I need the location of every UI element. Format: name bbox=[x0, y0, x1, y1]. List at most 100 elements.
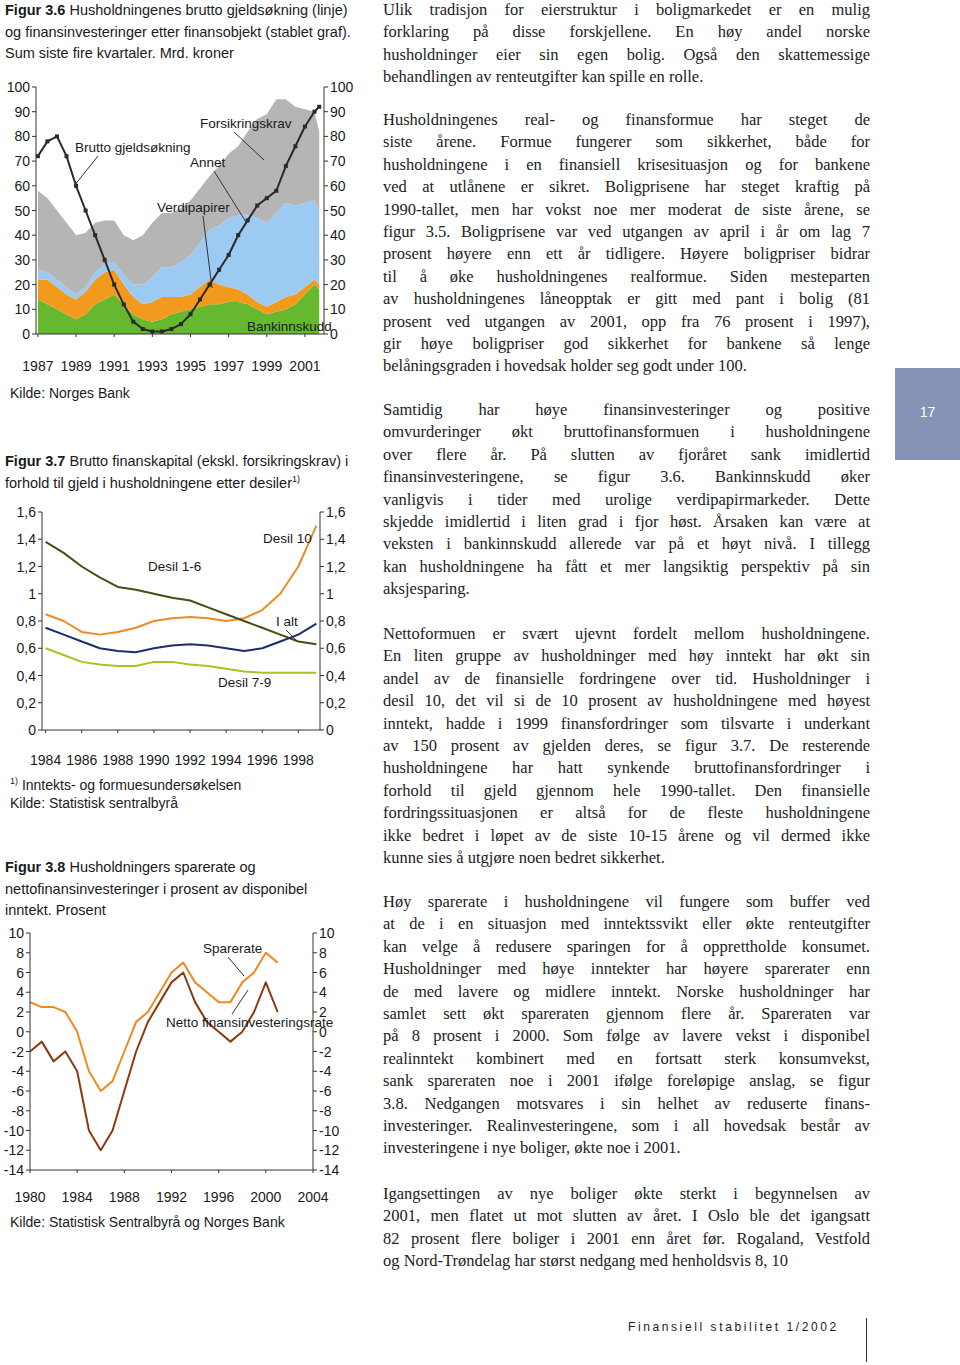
leader-line bbox=[203, 216, 212, 288]
tick-right bbox=[324, 259, 328, 260]
x-tick-label: 2000 bbox=[250, 1189, 281, 1205]
y-tick-label-right: 90 bbox=[330, 104, 346, 120]
y-tick-label-right: 60 bbox=[330, 178, 346, 194]
series-line bbox=[46, 526, 317, 635]
y-tick-label: 30 bbox=[14, 252, 30, 268]
tick-left bbox=[32, 87, 36, 88]
y-tick-label-right: -10 bbox=[319, 1123, 339, 1139]
tick-right bbox=[320, 648, 324, 649]
text-line: sank spareraten noe i 2001 ifølge forelø… bbox=[383, 1070, 870, 1092]
y-tick-label-right: 0,4 bbox=[326, 668, 346, 684]
tick-left bbox=[26, 1130, 30, 1131]
text-line: andel av de finansielle fordringene over… bbox=[383, 668, 870, 690]
series-line bbox=[38, 107, 319, 332]
chart: 000,20,20,40,40,60,60,80,8111,21,21,41,4… bbox=[17, 504, 346, 768]
y-tick-label: 0,2 bbox=[17, 695, 37, 711]
y-tick-label: 20 bbox=[14, 277, 30, 293]
marker bbox=[45, 139, 49, 143]
text-line: 1990-tallet, men har vokst noe mer moder… bbox=[383, 199, 870, 221]
tick-left bbox=[38, 621, 42, 622]
marker bbox=[122, 302, 126, 306]
chart: -14-14-12-12-10-10-8-8-6-6-4-4-2-2002244… bbox=[4, 925, 340, 1205]
text-line: siste årene. Formue fungerer som sikkerh… bbox=[383, 131, 870, 153]
tick-left bbox=[38, 730, 42, 731]
text-line: av 150 prosent av gjelden deres, se figu… bbox=[383, 735, 870, 757]
y-tick-label: 80 bbox=[14, 128, 30, 144]
y-tick-label-right: 80 bbox=[330, 128, 346, 144]
page: 0010102020303040405050606070708080909010… bbox=[0, 0, 960, 1365]
tick-bottom bbox=[37, 334, 38, 337]
tick-bottom bbox=[298, 730, 299, 733]
tick-left bbox=[32, 309, 36, 310]
tick-bottom bbox=[226, 730, 227, 733]
text-line: Husholdningenes real- og finansformue ha… bbox=[383, 109, 870, 131]
y-tick-label-right: 40 bbox=[330, 227, 346, 243]
series-label: Forsikringskrav bbox=[200, 116, 292, 131]
source: Kilde: Statistisk Sentralbyrå og Norges … bbox=[10, 1213, 285, 1231]
axis-bottom bbox=[42, 730, 320, 731]
y-tick-label-right: 0,6 bbox=[326, 640, 346, 656]
source: Kilde: Norges Bank bbox=[10, 384, 130, 402]
series-label: Bankinnskudd bbox=[247, 319, 332, 334]
marker bbox=[103, 258, 107, 262]
tick-bottom bbox=[304, 334, 305, 337]
tick-right bbox=[313, 972, 317, 973]
text-line: samlet sett økt spareraten gjennom flere… bbox=[383, 1003, 870, 1025]
text-line: prosent høyere enn ett år tidligere. Høy… bbox=[383, 243, 870, 265]
y-tick-label-right: 8 bbox=[319, 945, 327, 961]
y-tick-label: 4 bbox=[16, 984, 24, 1000]
x-tick-label: 1987 bbox=[22, 358, 53, 374]
leader-line bbox=[214, 171, 246, 222]
tick-right bbox=[320, 702, 324, 703]
tick-right bbox=[313, 992, 317, 993]
tick-right bbox=[320, 621, 324, 622]
footnote-marker: 1) bbox=[10, 776, 18, 786]
y-tick-label: -12 bbox=[4, 1142, 24, 1158]
tick-left bbox=[26, 952, 30, 953]
figure-title: Figur 3.7 Brutto finanskapital (ekskl. f… bbox=[5, 451, 357, 494]
tick-right bbox=[313, 1012, 317, 1013]
text-line: 82 prosent flere boliger i 2001 enn året… bbox=[383, 1228, 870, 1250]
x-tick-label: 2001 bbox=[289, 358, 320, 374]
tick-left bbox=[38, 675, 42, 676]
y-tick-label: 0 bbox=[22, 326, 30, 342]
marker bbox=[93, 233, 97, 237]
leader-line bbox=[74, 156, 98, 186]
tick-left bbox=[26, 992, 30, 993]
tick-right bbox=[324, 161, 328, 162]
marker bbox=[84, 209, 88, 213]
y-tick-label: 0,8 bbox=[17, 613, 37, 629]
marker bbox=[150, 330, 154, 334]
tick-bottom bbox=[117, 730, 118, 733]
plot-area bbox=[30, 953, 278, 1151]
y-tick-label: -8 bbox=[12, 1103, 25, 1119]
y-tick-label: 0 bbox=[28, 722, 36, 738]
y-tick-label: 50 bbox=[14, 203, 30, 219]
tick-bottom bbox=[228, 334, 229, 337]
text-line: ikke bedret i løpet av de siste 10-15 år… bbox=[383, 825, 870, 847]
footer: Finansiell stabilitet 1/2002 bbox=[628, 1320, 839, 1334]
tick-right bbox=[313, 1110, 317, 1111]
series-label: Desil 7-9 bbox=[218, 675, 271, 690]
marker bbox=[188, 312, 192, 316]
y-tick-label: 10 bbox=[14, 301, 30, 317]
x-tick-label: 1996 bbox=[203, 1189, 234, 1205]
y-tick-label: 0,6 bbox=[17, 640, 37, 656]
series-label: Annet bbox=[190, 155, 226, 170]
tick-right bbox=[313, 933, 317, 934]
y-tick-label-right: -2 bbox=[319, 1044, 332, 1060]
tick-right bbox=[324, 136, 328, 137]
text-line: over flere år. På slutten av fjoråret sa… bbox=[383, 444, 870, 466]
plot-area bbox=[36, 99, 321, 334]
text-line: figur 3.5. Boligprisene var ved utgangen… bbox=[383, 221, 870, 243]
text-line: belåningsgraden i hovedsak holder seg go… bbox=[383, 355, 870, 377]
series-line bbox=[46, 648, 317, 673]
y-tick-label-right: -12 bbox=[319, 1142, 339, 1158]
x-tick-label: 1991 bbox=[99, 358, 130, 374]
tick-right bbox=[313, 1170, 317, 1171]
marker bbox=[160, 330, 164, 334]
y-tick-label-right: 50 bbox=[330, 203, 346, 219]
text-line: desil 10, det vil si de 10 prosent av hu… bbox=[383, 690, 870, 712]
y-tick-label: 90 bbox=[14, 104, 30, 120]
y-tick-label-right: 1,2 bbox=[326, 559, 346, 575]
